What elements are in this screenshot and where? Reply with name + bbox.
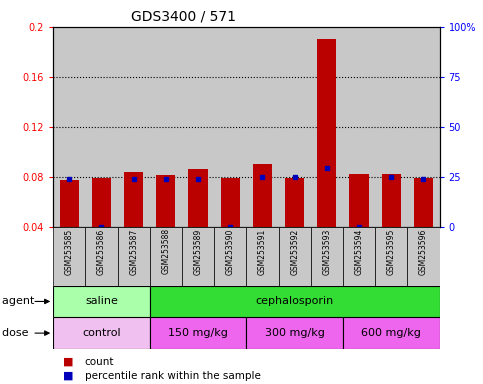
Bar bbox=[92, 178, 111, 227]
Text: ■: ■ bbox=[63, 371, 73, 381]
Bar bbox=[414, 178, 433, 227]
Text: GSM253585: GSM253585 bbox=[65, 228, 74, 275]
Bar bbox=[150, 317, 246, 349]
Bar bbox=[407, 27, 440, 227]
Bar bbox=[375, 27, 407, 227]
Text: 600 mg/kg: 600 mg/kg bbox=[361, 328, 421, 338]
Text: GSM253591: GSM253591 bbox=[258, 228, 267, 275]
Bar bbox=[117, 27, 150, 227]
Bar bbox=[156, 175, 175, 227]
Text: control: control bbox=[82, 328, 121, 338]
Text: cephalosporin: cephalosporin bbox=[256, 296, 334, 306]
Text: percentile rank within the sample: percentile rank within the sample bbox=[85, 371, 260, 381]
Bar bbox=[150, 227, 182, 286]
Bar bbox=[253, 164, 272, 227]
Bar bbox=[317, 40, 337, 227]
Text: GSM253596: GSM253596 bbox=[419, 228, 428, 275]
Bar bbox=[285, 178, 304, 227]
Bar bbox=[117, 227, 150, 286]
Text: GSM253588: GSM253588 bbox=[161, 228, 170, 275]
Bar bbox=[150, 286, 440, 317]
Text: GSM253589: GSM253589 bbox=[194, 228, 202, 275]
Bar bbox=[182, 27, 214, 227]
Text: GSM253587: GSM253587 bbox=[129, 228, 138, 275]
Text: saline: saline bbox=[85, 296, 118, 306]
Text: GSM253593: GSM253593 bbox=[322, 228, 331, 275]
Bar bbox=[53, 317, 150, 349]
Bar bbox=[188, 169, 208, 227]
Text: ■: ■ bbox=[63, 357, 73, 367]
Bar bbox=[311, 227, 343, 286]
Bar bbox=[382, 174, 401, 227]
Text: count: count bbox=[85, 357, 114, 367]
Bar bbox=[182, 227, 214, 286]
Bar bbox=[246, 227, 279, 286]
Text: dose: dose bbox=[2, 328, 36, 338]
Bar bbox=[343, 227, 375, 286]
Text: GDS3400 / 571: GDS3400 / 571 bbox=[131, 10, 236, 23]
Bar bbox=[279, 227, 311, 286]
Bar bbox=[279, 27, 311, 227]
Bar bbox=[150, 27, 182, 227]
Text: GSM253590: GSM253590 bbox=[226, 228, 235, 275]
Bar bbox=[124, 172, 143, 227]
Text: 300 mg/kg: 300 mg/kg bbox=[265, 328, 325, 338]
Bar bbox=[53, 27, 85, 227]
Text: GSM253586: GSM253586 bbox=[97, 228, 106, 275]
Bar bbox=[349, 174, 369, 227]
Bar bbox=[311, 27, 343, 227]
Bar bbox=[85, 27, 117, 227]
Text: GSM253594: GSM253594 bbox=[355, 228, 364, 275]
Bar bbox=[407, 227, 440, 286]
Bar bbox=[214, 227, 246, 286]
Bar bbox=[214, 27, 246, 227]
Bar bbox=[246, 27, 279, 227]
Bar bbox=[343, 27, 375, 227]
Bar bbox=[375, 227, 407, 286]
Text: GSM253595: GSM253595 bbox=[387, 228, 396, 275]
Bar bbox=[85, 227, 117, 286]
Bar bbox=[343, 317, 440, 349]
Text: GSM253592: GSM253592 bbox=[290, 228, 299, 275]
Text: 150 mg/kg: 150 mg/kg bbox=[168, 328, 228, 338]
Bar bbox=[246, 317, 343, 349]
Text: agent: agent bbox=[2, 296, 38, 306]
Bar bbox=[53, 227, 85, 286]
Bar bbox=[59, 180, 79, 227]
Bar bbox=[221, 178, 240, 227]
Bar bbox=[53, 286, 150, 317]
